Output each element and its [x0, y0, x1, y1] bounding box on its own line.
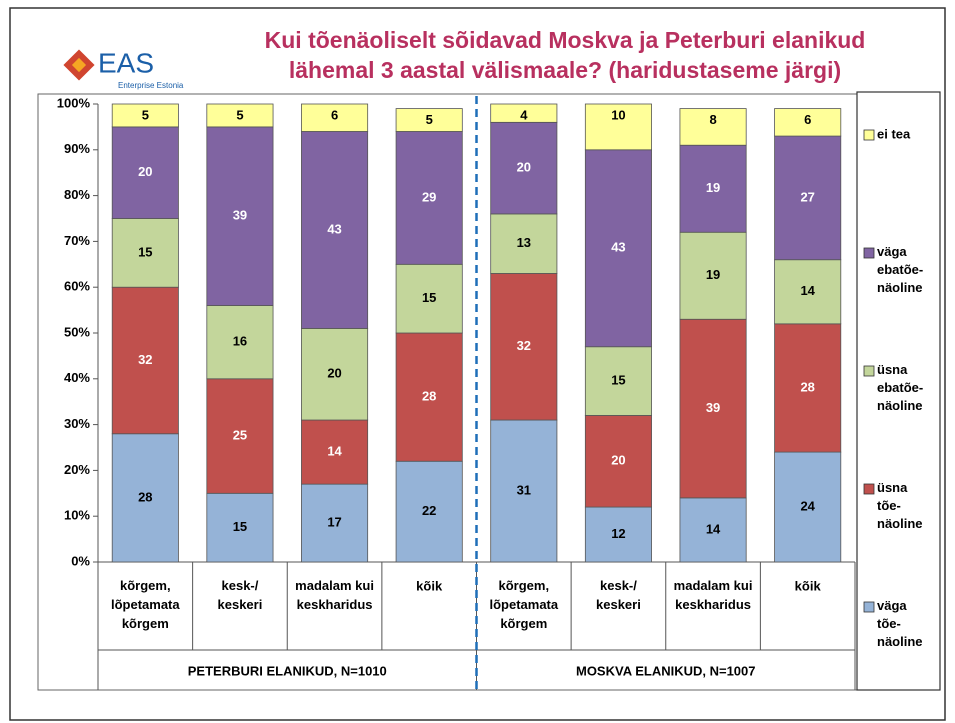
data-label: 29 [422, 189, 436, 204]
data-label: 20 [611, 453, 625, 468]
data-label: 22 [422, 503, 436, 518]
data-label: 16 [233, 334, 247, 349]
y-tick-label: 50% [64, 324, 90, 339]
x-tick-label: kõik [416, 578, 443, 593]
data-label: 15 [422, 290, 436, 305]
chart-title: Kui tõenäoliselt sõidavad Moskva ja Pete… [265, 27, 866, 83]
data-label: 32 [138, 352, 152, 367]
legend-swatch [864, 366, 874, 376]
y-tick-label: 20% [64, 462, 90, 477]
group-label: MOSKVA ELANIKUD, N=1007 [576, 663, 756, 678]
y-tick-label: 30% [64, 416, 90, 431]
data-label: 5 [142, 107, 149, 122]
y-tick-label: 0% [71, 553, 90, 568]
data-label: 12 [611, 526, 625, 541]
logo-subtitle: Enterprise Estonia [118, 81, 184, 90]
x-tick-label: kõik [795, 578, 822, 593]
data-label: 14 [706, 521, 721, 536]
data-label: 15 [138, 244, 152, 259]
data-label: 27 [800, 189, 814, 204]
data-label: 32 [517, 338, 531, 353]
data-label: 43 [611, 240, 625, 255]
logo: EAS Enterprise Estonia [63, 47, 183, 90]
legend-swatch [864, 602, 874, 612]
data-label: 14 [800, 283, 815, 298]
data-label: 8 [709, 112, 716, 127]
y-tick-label: 10% [64, 508, 90, 523]
data-label: 20 [327, 366, 341, 381]
data-label: 4 [520, 107, 528, 122]
data-label: 19 [706, 267, 720, 282]
y-tick-label: 80% [64, 187, 90, 202]
y-tick-label: 60% [64, 279, 90, 294]
data-label: 13 [517, 235, 531, 250]
data-label: 39 [706, 400, 720, 415]
data-label: 5 [236, 107, 243, 122]
data-label: 28 [422, 389, 436, 404]
data-label: 43 [327, 221, 341, 236]
chart: EAS Enterprise Estonia Kui tõenäoliselt … [0, 0, 955, 723]
data-label: 20 [138, 164, 152, 179]
data-label: 6 [331, 107, 338, 122]
legend-label: ei tea [877, 126, 911, 141]
legend-swatch [864, 130, 874, 140]
data-label: 14 [327, 444, 342, 459]
data-label: 24 [800, 498, 815, 513]
y-tick-label: 100% [57, 95, 91, 110]
data-label: 19 [706, 180, 720, 195]
data-label: 15 [611, 373, 625, 388]
data-label: 39 [233, 208, 247, 223]
y-tick-label: 90% [64, 141, 90, 156]
y-tick-label: 70% [64, 233, 90, 248]
data-label: 28 [138, 489, 152, 504]
data-label: 20 [517, 160, 531, 175]
data-label: 6 [804, 112, 811, 127]
group-label: PETERBURI ELANIKUD, N=1010 [188, 663, 387, 678]
data-label: 25 [233, 427, 247, 442]
data-label: 15 [233, 519, 247, 534]
data-label: 28 [800, 379, 814, 394]
legend-swatch [864, 484, 874, 494]
data-label: 17 [327, 515, 341, 530]
data-label: 5 [426, 112, 433, 127]
y-tick-label: 40% [64, 370, 90, 385]
legend-swatch [864, 248, 874, 258]
logo-text: EAS [98, 47, 154, 78]
data-label: 31 [517, 482, 531, 497]
data-label: 10 [611, 107, 625, 122]
